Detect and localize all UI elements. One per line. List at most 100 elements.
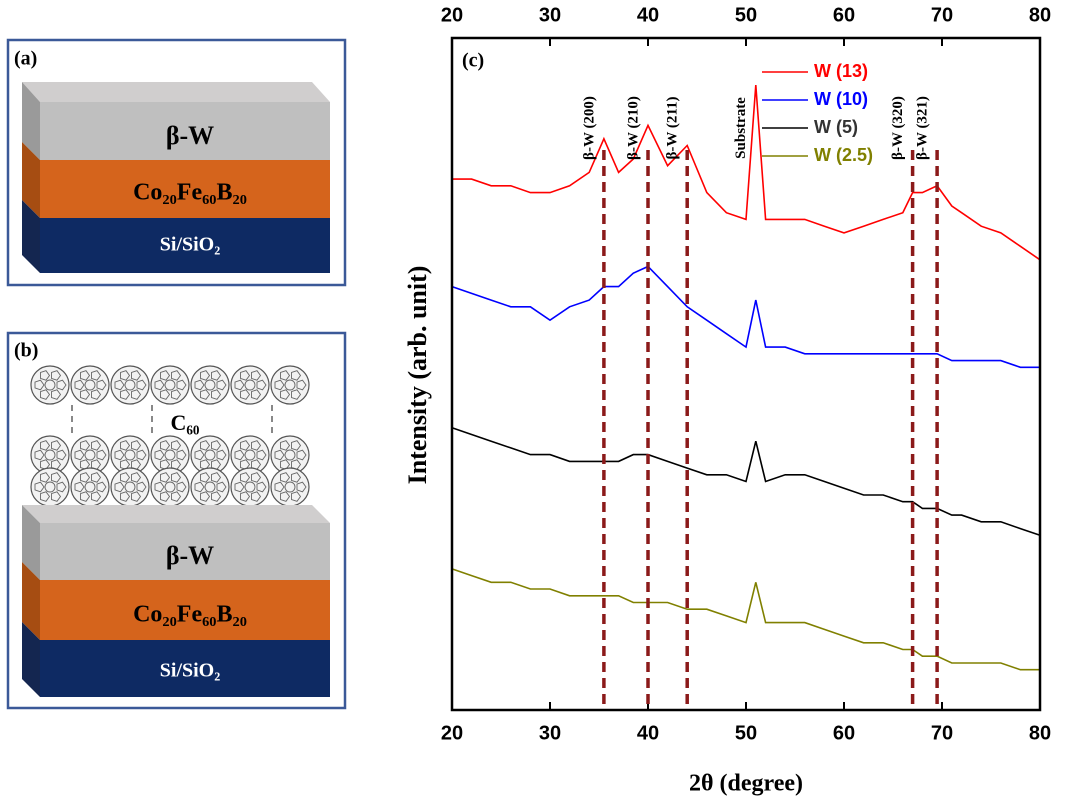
ring xyxy=(40,440,51,451)
legend-label: W (2.5) xyxy=(814,145,873,165)
ring xyxy=(160,472,171,483)
ball xyxy=(110,467,150,507)
ring xyxy=(240,440,251,451)
x-tick-label: 20 xyxy=(441,722,463,744)
layer-w xyxy=(40,102,330,160)
fullerene xyxy=(230,365,270,405)
panel-label: (b) xyxy=(14,340,38,362)
ring xyxy=(211,491,222,502)
layer-substrate xyxy=(40,218,330,273)
x-tick-label-top: 60 xyxy=(833,4,855,26)
ring xyxy=(136,481,147,493)
ring xyxy=(244,449,256,461)
ring xyxy=(240,472,251,483)
ring xyxy=(251,491,262,502)
layer-substrate xyxy=(40,640,330,697)
ring xyxy=(200,440,211,451)
ring xyxy=(204,481,216,493)
fullerene xyxy=(150,435,190,475)
ball xyxy=(70,365,110,405)
series-line xyxy=(451,568,1040,671)
ring xyxy=(284,449,296,461)
ring xyxy=(40,472,51,483)
ring xyxy=(44,481,56,493)
ring xyxy=(211,472,222,483)
x-tick-label-top: 20 xyxy=(441,4,463,26)
ring xyxy=(114,449,125,461)
x-tick-label-top: 40 xyxy=(637,4,659,26)
ring xyxy=(44,379,56,391)
ring xyxy=(211,459,222,470)
fullerene xyxy=(150,365,190,405)
ring xyxy=(120,491,131,502)
fullerene xyxy=(30,365,70,405)
ring xyxy=(84,449,96,461)
ring xyxy=(280,472,291,483)
ring xyxy=(34,379,45,391)
layer-cofeb xyxy=(40,580,330,640)
fullerene xyxy=(190,365,230,405)
ring xyxy=(240,491,251,502)
ball xyxy=(190,365,230,405)
ring xyxy=(51,370,62,381)
ring xyxy=(164,379,176,391)
ring xyxy=(56,449,67,461)
layer-side xyxy=(22,82,40,160)
fullerene xyxy=(110,365,150,405)
ring xyxy=(244,481,256,493)
layer-label: β-W xyxy=(166,541,214,570)
ring xyxy=(176,379,187,391)
ring xyxy=(251,440,262,451)
ring xyxy=(256,481,267,493)
x-tick-label-top: 80 xyxy=(1029,4,1051,26)
ball xyxy=(230,467,270,507)
ring xyxy=(91,491,102,502)
ball xyxy=(270,467,310,507)
ring xyxy=(51,440,62,451)
ring xyxy=(284,379,296,391)
ring xyxy=(131,440,142,451)
layer-top xyxy=(22,82,330,102)
ring xyxy=(40,491,51,502)
layer-label: Si/SiO₂ xyxy=(160,660,220,682)
ring xyxy=(171,370,182,381)
ring xyxy=(131,389,142,400)
annotation: β-W (210) xyxy=(625,96,641,160)
ring xyxy=(84,481,96,493)
ring xyxy=(80,472,91,483)
ball xyxy=(110,365,150,405)
ring xyxy=(204,379,216,391)
ring xyxy=(296,481,307,493)
ball xyxy=(190,467,230,507)
ring xyxy=(80,440,91,451)
layer-side xyxy=(22,142,40,218)
x-tick-label: 30 xyxy=(539,722,561,744)
layer-side xyxy=(22,562,40,640)
ring xyxy=(171,472,182,483)
ring xyxy=(244,379,256,391)
ring xyxy=(34,481,45,493)
series-line xyxy=(451,265,1040,369)
ring xyxy=(171,440,182,451)
ring xyxy=(120,389,131,400)
ring xyxy=(154,481,165,493)
ring xyxy=(284,481,296,493)
ring xyxy=(274,449,285,461)
ball xyxy=(270,365,310,405)
ring xyxy=(176,481,187,493)
ring xyxy=(56,481,67,493)
ring xyxy=(280,370,291,381)
x-tick-label: 50 xyxy=(735,722,757,744)
ball xyxy=(30,365,70,405)
ball xyxy=(70,467,110,507)
ball xyxy=(30,467,70,507)
ring xyxy=(136,379,147,391)
ring xyxy=(240,389,251,400)
ring xyxy=(160,440,171,451)
layer-side xyxy=(22,200,40,273)
ring xyxy=(91,440,102,451)
ring xyxy=(194,449,205,461)
fullerene xyxy=(110,435,150,475)
ring xyxy=(200,389,211,400)
ring xyxy=(96,449,107,461)
